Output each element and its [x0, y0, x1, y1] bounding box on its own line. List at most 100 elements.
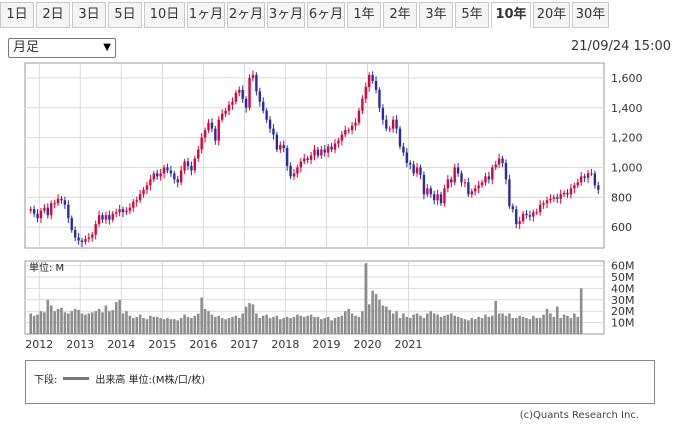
volume-bar — [333, 318, 337, 334]
volume-bar — [179, 318, 183, 334]
candle-body — [186, 161, 190, 166]
candle-body — [391, 119, 395, 129]
chart-datetime: 21/09/24 15:00 — [571, 39, 671, 54]
candle-body — [497, 158, 501, 165]
volume-bar — [53, 311, 56, 334]
volume-bar — [398, 318, 402, 334]
volume-bar — [162, 319, 166, 334]
candle-body — [323, 149, 326, 153]
candle-body — [511, 206, 515, 210]
candle-body — [159, 173, 162, 177]
candle-body — [84, 239, 87, 243]
candle-body — [436, 194, 439, 201]
candle-body — [262, 101, 265, 111]
volume-bar — [70, 311, 74, 334]
volume-bar — [196, 313, 200, 334]
candle-body — [446, 179, 450, 189]
tab-6[interactable]: 2ヶ月 — [227, 2, 265, 28]
candle-body — [268, 119, 272, 129]
tab-2[interactable]: 3日 — [72, 2, 106, 28]
tab-5[interactable]: 1ヶ月 — [187, 2, 225, 28]
x-tick-label: 2019 — [312, 338, 340, 351]
candle-body — [203, 130, 207, 138]
candle-body — [29, 209, 32, 211]
volume-bar — [234, 315, 238, 334]
volume-bar — [460, 318, 463, 334]
price-tick-label: 1,000 — [611, 161, 643, 174]
candle-body — [361, 98, 364, 111]
candle-body — [337, 140, 340, 144]
x-tick-label: 2017 — [230, 338, 258, 351]
chart-period-select[interactable]: 月足 ▼ — [8, 38, 116, 58]
volume-bar — [90, 312, 94, 334]
volume-bar — [378, 299, 381, 334]
candle-body — [326, 146, 330, 153]
volume-bar — [412, 314, 415, 334]
candle-body — [94, 224, 97, 235]
candle-body — [559, 194, 562, 199]
candle-body — [36, 213, 39, 219]
candle-body — [381, 107, 385, 120]
candle-body — [597, 185, 600, 190]
volume-bar — [155, 316, 159, 334]
candle-body — [101, 215, 104, 220]
volume-bar — [323, 318, 327, 334]
volume-bar — [497, 313, 501, 334]
candle-body — [429, 188, 432, 195]
candle-body — [515, 209, 518, 225]
tab-12[interactable]: 5年 — [455, 2, 489, 28]
volume-bar — [309, 314, 313, 334]
volume-bar — [357, 316, 361, 334]
candle-body — [43, 207, 46, 211]
volume-tick-label: 60M — [611, 260, 635, 273]
candle-body — [248, 77, 251, 108]
candle-body — [234, 92, 238, 102]
tab-7[interactable]: 3ヶ月 — [267, 2, 305, 28]
volume-bar — [514, 318, 518, 334]
tab-14[interactable]: 20年 — [533, 2, 570, 28]
candle-body — [251, 74, 255, 78]
candle-body — [50, 203, 53, 216]
volume-bar — [142, 318, 145, 334]
volume-bar — [371, 290, 374, 334]
candle-body — [504, 162, 508, 180]
volume-bar — [60, 307, 63, 334]
tab-11[interactable]: 3年 — [419, 2, 453, 28]
tab-13[interactable]: 10年 — [491, 2, 531, 28]
volume-bar — [532, 315, 535, 334]
tab-9[interactable]: 1年 — [347, 2, 381, 28]
volume-bar — [214, 316, 217, 334]
candle-body — [590, 173, 593, 175]
volume-bar — [104, 305, 108, 334]
volume-bar — [87, 313, 91, 334]
volume-bar — [29, 313, 32, 334]
tab-0[interactable]: 1日 — [0, 2, 34, 28]
candle-body — [145, 185, 149, 190]
volume-bar — [217, 315, 221, 334]
volume-bar — [501, 313, 504, 334]
candle-body — [279, 145, 282, 150]
candle-body — [371, 74, 374, 81]
candle-body — [535, 212, 538, 214]
candle-body — [422, 174, 426, 195]
candle-body — [70, 218, 73, 231]
volume-bar — [56, 308, 60, 334]
candle-body — [549, 198, 552, 201]
volume-bar — [94, 311, 97, 334]
tab-1[interactable]: 2日 — [36, 2, 70, 28]
tab-15[interactable]: 30年 — [572, 2, 609, 28]
tab-4[interactable]: 10日 — [144, 2, 185, 28]
tab-10[interactable]: 2年 — [383, 2, 417, 28]
volume-bar — [241, 313, 244, 334]
period-tabs: 1日 2日 3日 5日 10日 1ヶ月 2ヶ月 3ヶ月 6ヶ月 1年 2年 3年 5年 10年 20年 30年 — [0, 2, 679, 28]
candle-body — [583, 176, 586, 178]
copyright: (c)Quants Research Inc. — [519, 410, 639, 421]
tab-8[interactable]: 6ヶ月 — [307, 2, 345, 28]
volume-bar — [231, 316, 234, 334]
volume-bar — [436, 314, 439, 334]
candle-body — [419, 167, 422, 175]
candle-body — [316, 149, 320, 156]
candle-body — [149, 179, 152, 186]
volume-bar — [446, 314, 450, 334]
tab-3[interactable]: 5日 — [108, 2, 142, 28]
